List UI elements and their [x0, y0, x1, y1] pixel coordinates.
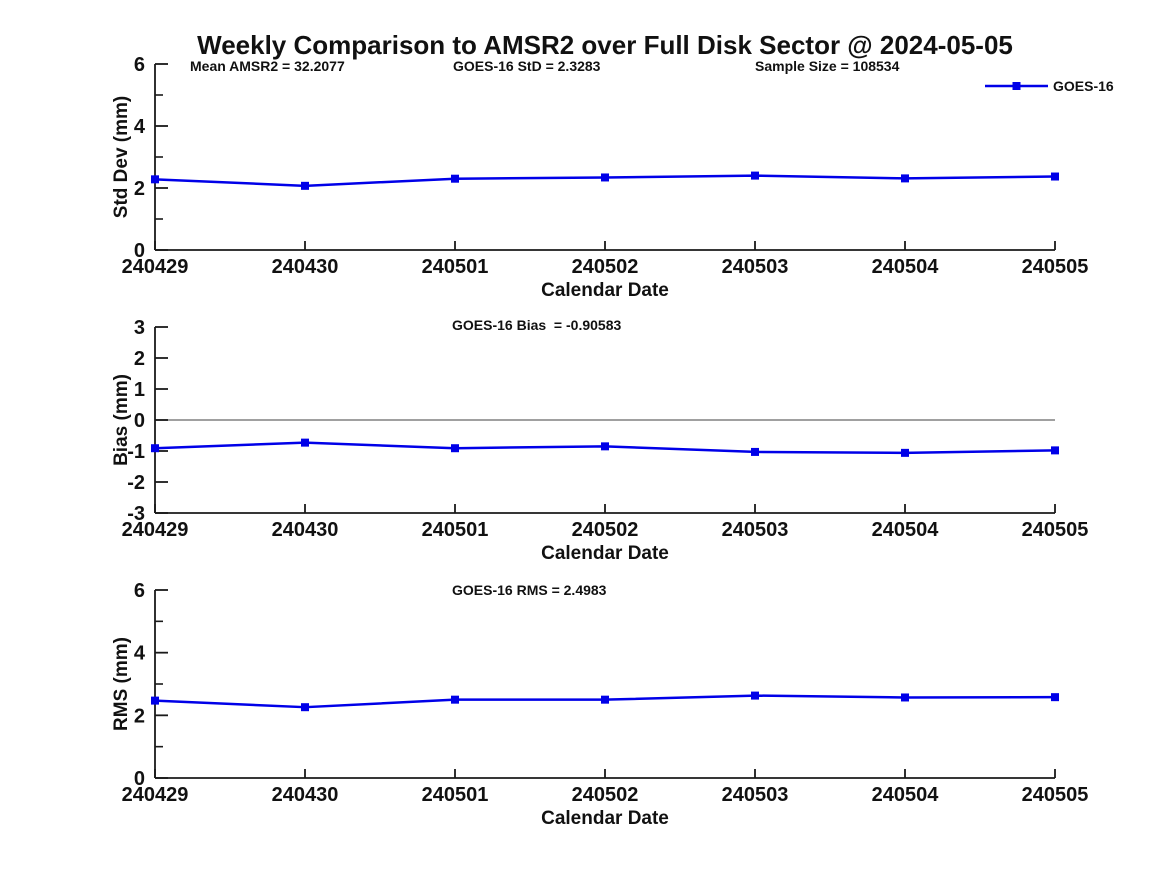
data-point-marker — [901, 693, 909, 702]
data-point-marker — [301, 703, 309, 712]
data-point-marker — [1051, 172, 1059, 181]
x-tick-label: 240429 — [122, 784, 189, 806]
subplot-std-dev: 0 2 4 6 240429 240430 240501 240502 240503 240504… — [111, 54, 1088, 301]
y-tick-label: 1 — [134, 379, 145, 401]
y-tick-label: 0 — [134, 410, 145, 432]
annotation-goes16-bias: GOES-16 Bias = -0.90583 — [452, 317, 622, 333]
legend — [985, 82, 1048, 90]
x-tick-label: 240501 — [422, 784, 489, 806]
x-tick-label: 240503 — [722, 784, 789, 806]
y-tick-label: 4 — [134, 116, 146, 138]
y-tick-label: -1 — [127, 441, 145, 463]
x-tick-label: 240501 — [422, 256, 489, 278]
data-point-marker — [601, 695, 609, 704]
y-tick-label: 2 — [134, 178, 145, 200]
x-axis-label: Calendar Date — [541, 280, 669, 301]
y-axis-label: Std Dev (mm) — [111, 96, 132, 218]
data-point-marker — [151, 696, 159, 705]
x-tick-label: 240504 — [872, 519, 940, 541]
x-tick-label: 240505 — [1022, 519, 1089, 541]
data-point-marker — [1051, 446, 1059, 455]
y-tick-label: -2 — [127, 472, 145, 494]
data-point-marker — [901, 448, 909, 457]
x-axis-label: Calendar Date — [541, 808, 669, 829]
y-tick-label: -3 — [127, 503, 145, 525]
x-tick-label: 240504 — [872, 256, 940, 278]
data-point-marker — [751, 447, 759, 456]
data-point-marker — [901, 174, 909, 183]
data-point-marker — [451, 174, 459, 183]
data-point-marker — [1051, 693, 1059, 702]
x-tick-label: 240504 — [872, 784, 940, 806]
y-tick-label: 0 — [134, 240, 145, 262]
data-point-marker — [451, 695, 459, 704]
annotation-sample-size: Sample Size = 108534 — [755, 58, 900, 74]
legend-label: GOES-16 — [1053, 78, 1114, 94]
y-tick-label: 6 — [134, 54, 145, 76]
data-point-marker — [601, 442, 609, 451]
y-axis-label: RMS (mm) — [111, 637, 132, 731]
y-tick-label: 0 — [134, 768, 145, 790]
y-tick-label: 4 — [134, 643, 146, 665]
subplot-bias: -3 -2 -1 0 1 2 3 240429 240430 240501 240502 240503… — [111, 317, 1088, 564]
y-axis-label: Bias (mm) — [111, 374, 132, 466]
data-point-marker — [301, 438, 309, 447]
data-point-marker — [601, 173, 609, 182]
data-point-marker — [151, 444, 159, 453]
x-tick-label: 240502 — [572, 784, 639, 806]
y-tick-label: 2 — [134, 348, 145, 370]
legend-marker — [1012, 82, 1021, 90]
x-tick-label: 240501 — [422, 519, 489, 541]
x-tick-label: 240505 — [1022, 784, 1089, 806]
x-tick-label: 240503 — [722, 519, 789, 541]
data-point-marker — [301, 181, 309, 190]
annotation-goes16-std: GOES-16 StD = 2.3283 — [453, 58, 601, 74]
annotation-mean-amsr2: Mean AMSR2 = 32.2077 — [190, 58, 345, 74]
x-axis-label: Calendar Date — [541, 543, 669, 564]
x-tick-label: 240430 — [272, 519, 339, 541]
subplot-rms: 0 2 4 6 240429 240430 240501 240502 240503 240504… — [111, 580, 1088, 829]
y-tick-label: 3 — [134, 317, 145, 339]
x-tick-label: 240502 — [572, 519, 639, 541]
data-point-marker — [751, 171, 759, 180]
x-tick-label: 240429 — [122, 256, 189, 278]
x-tick-label: 240502 — [572, 256, 639, 278]
x-tick-label: 240503 — [722, 256, 789, 278]
y-tick-label: 2 — [134, 705, 145, 727]
data-point-marker — [451, 444, 459, 453]
x-tick-label: 240505 — [1022, 256, 1089, 278]
y-tick-label: 6 — [134, 580, 145, 602]
data-point-marker — [151, 175, 159, 184]
figure-title: Weekly Comparison to AMSR2 over Full Dis… — [197, 30, 1013, 60]
x-tick-label: 240430 — [272, 256, 339, 278]
x-tick-label: 240429 — [122, 519, 189, 541]
annotation-goes16-rms: GOES-16 RMS = 2.4983 — [452, 582, 607, 598]
x-tick-label: 240430 — [272, 784, 339, 806]
data-point-marker — [751, 691, 759, 700]
